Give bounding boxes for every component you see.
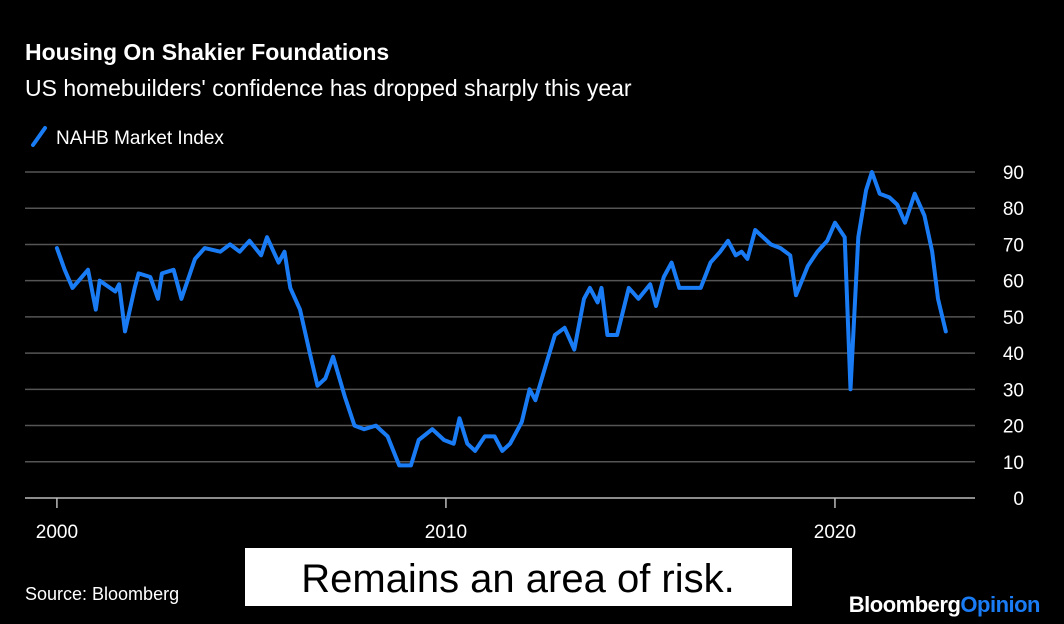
- legend-swatch: [31, 126, 47, 147]
- y-tick-label: 0: [1013, 489, 1024, 510]
- y-tick-label: 60: [1003, 272, 1024, 293]
- y-tick-label: 90: [1003, 163, 1024, 184]
- source: Source: Bloomberg: [25, 584, 179, 604]
- logo-accent: Opinion: [960, 592, 1040, 617]
- y-tick-label: 80: [1003, 199, 1024, 220]
- chart-subtitle: US homebuilders' confidence has dropped …: [25, 75, 632, 101]
- x-tick-label: 2000: [36, 522, 78, 543]
- data-line: [54, 170, 948, 468]
- y-tick-label: 70: [1003, 235, 1024, 256]
- x-tick-label: 2010: [425, 522, 467, 543]
- x-tick-label: 2020: [814, 522, 856, 543]
- logo-main: Bloomberg: [849, 592, 961, 617]
- y-tick-label: 30: [1003, 380, 1024, 401]
- y-tick-label: 40: [1003, 344, 1024, 365]
- logo: BloombergOpinion: [849, 592, 1040, 617]
- legend-label: NAHB Market Index: [56, 128, 224, 149]
- chart-title: Housing On Shakier Foundations: [25, 39, 389, 65]
- annotation-box: [245, 548, 792, 606]
- y-tick-label: 50: [1003, 308, 1024, 329]
- annotation: Remains an area of risk.: [301, 557, 735, 601]
- y-tick-label: 10: [1003, 453, 1024, 474]
- y-tick-label: 20: [1003, 417, 1024, 438]
